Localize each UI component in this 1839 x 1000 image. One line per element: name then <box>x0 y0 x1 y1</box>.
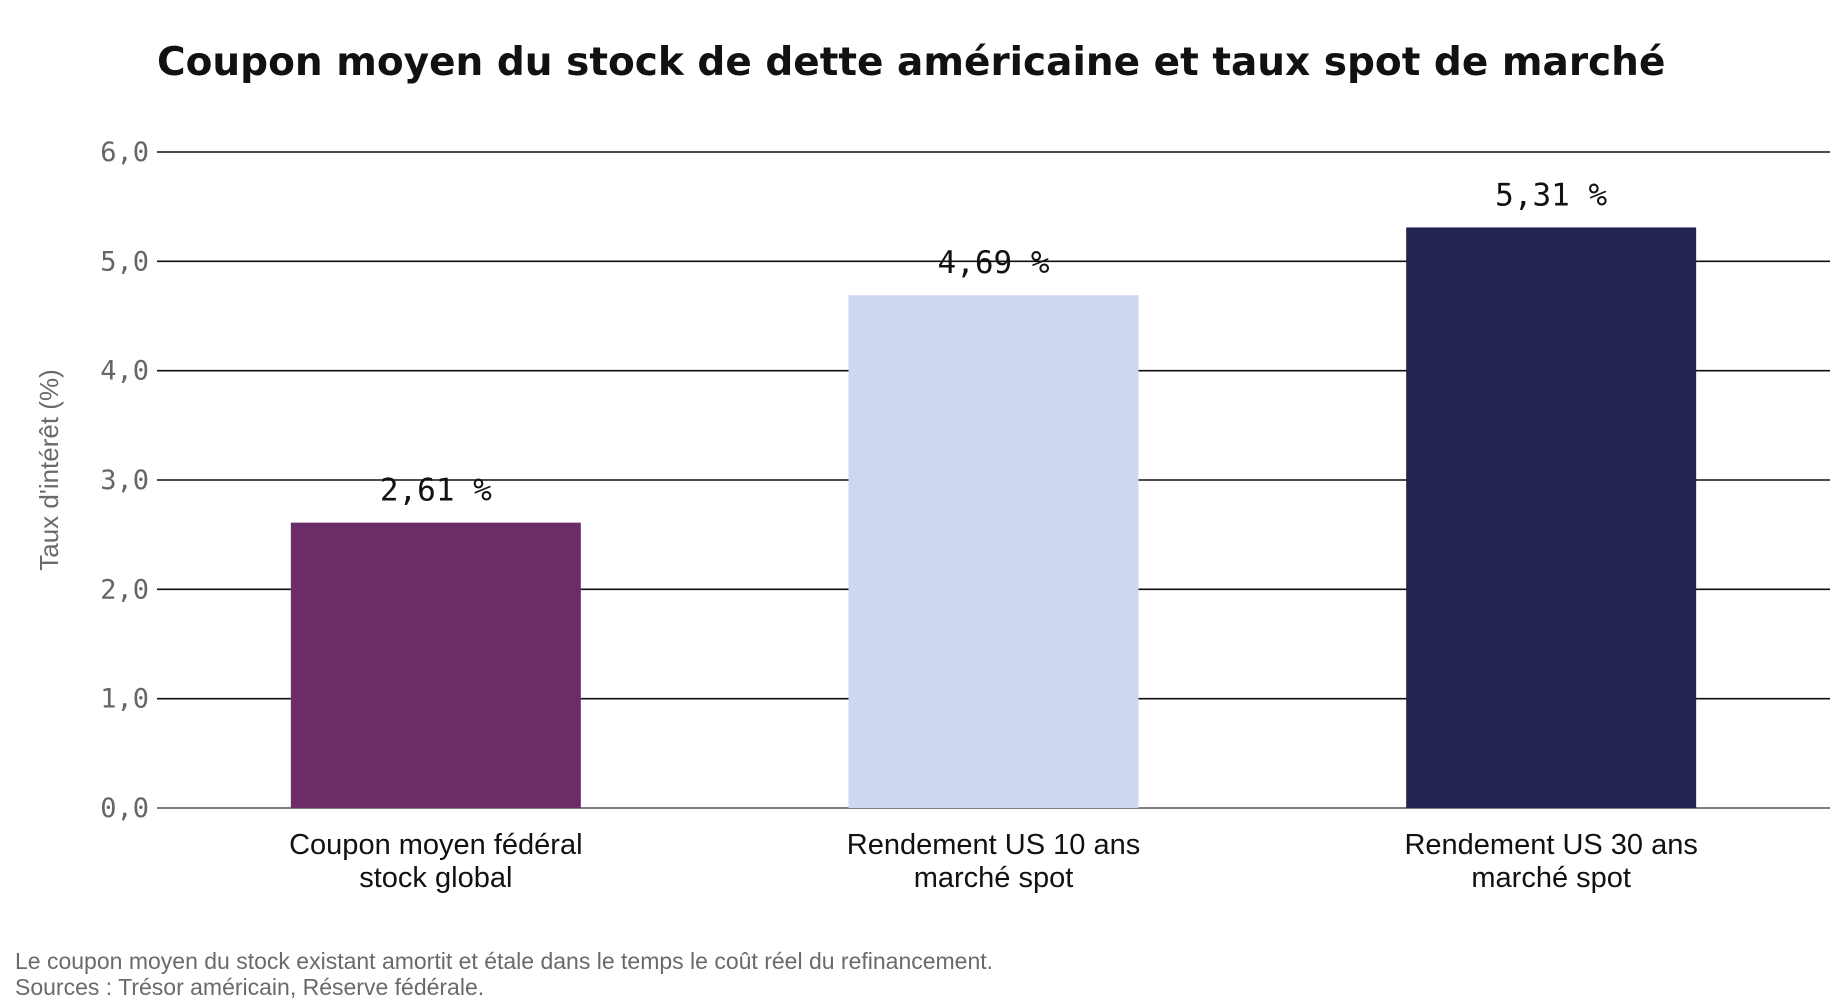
footnote: Le coupon moyen du stock existant amorti… <box>15 948 993 1000</box>
footnote-note: Le coupon moyen du stock existant amorti… <box>15 948 994 974</box>
bar <box>1406 227 1697 808</box>
bars <box>290 227 1697 808</box>
y-tick-label: 4,0 <box>100 356 149 387</box>
footnote-sources: Sources : Trésor américain, Réserve fédé… <box>15 974 485 1000</box>
bar <box>848 295 1139 808</box>
y-tick-label: 5,0 <box>100 246 149 277</box>
y-tick-label: 1,0 <box>100 684 149 715</box>
data-label: 5,31 % <box>1495 177 1607 213</box>
x-category-label: Rendement US 10 ans marché spot <box>847 829 1140 894</box>
data-labels: 2,61 % 4,69 % 5,31 % <box>380 177 1608 508</box>
chart-title: Coupon moyen du stock de dette américain… <box>157 40 1666 85</box>
x-category-label: Coupon moyen fédéral stock global <box>289 829 582 894</box>
x-category-label: Rendement US 30 ans marché spot <box>1404 829 1697 894</box>
bar <box>290 522 581 808</box>
y-tick-label: 0,0 <box>100 793 149 824</box>
data-label: 4,69 % <box>938 245 1050 281</box>
data-label: 2,61 % <box>380 473 492 509</box>
y-axis-title: Taux d'intérêt (%) <box>34 369 64 571</box>
y-tick-label: 2,0 <box>100 574 149 605</box>
y-tick-label: 3,0 <box>100 465 149 496</box>
y-tick-label: 6,0 <box>100 137 149 168</box>
x-axis-categories: Coupon moyen fédéral stock global Rendemen… <box>289 829 1698 894</box>
y-axis-ticks: 0,0 1,0 2,0 3,0 4,0 5,0 6,0 <box>100 137 149 824</box>
